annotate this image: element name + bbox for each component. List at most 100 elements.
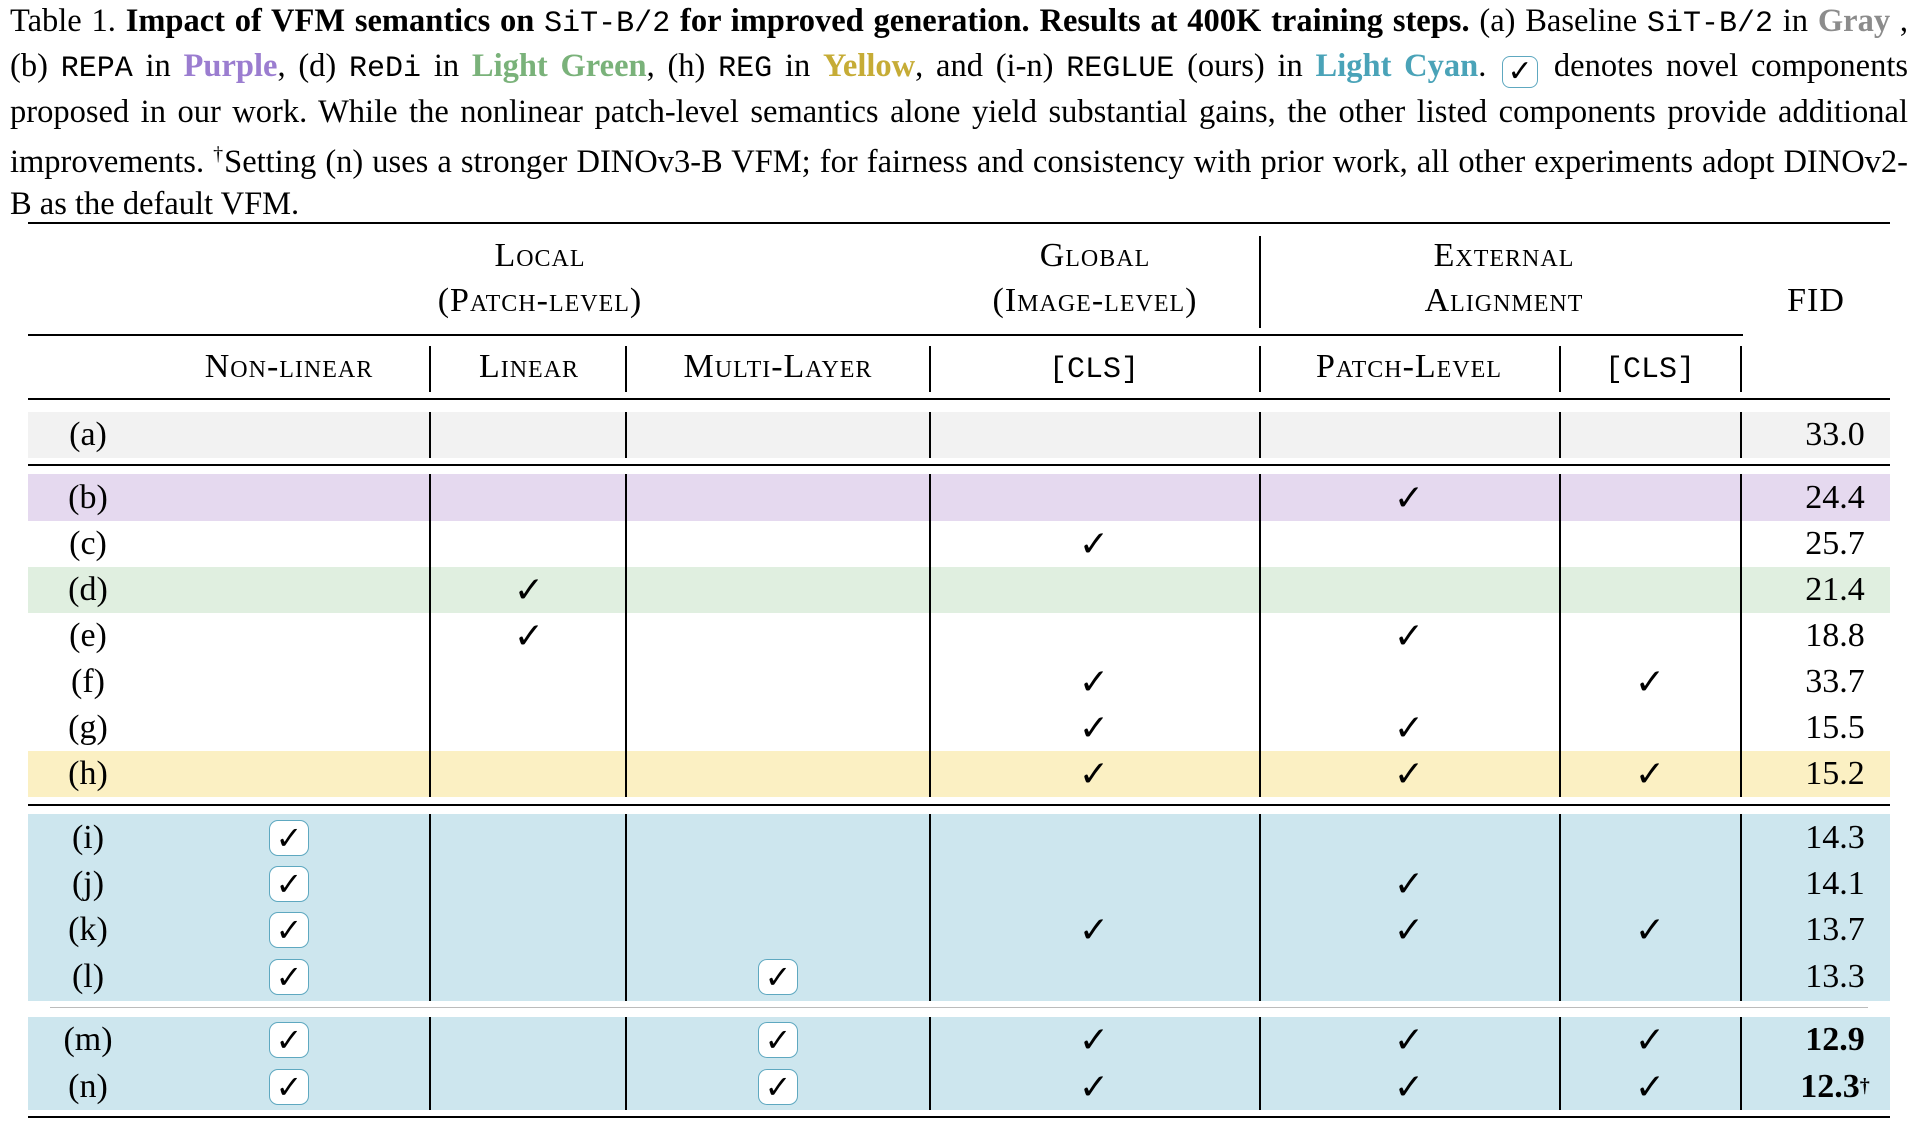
top-rule: [28, 222, 1890, 225]
column-divider: [929, 1017, 931, 1063]
caption-text: (a) Baseline: [1479, 3, 1638, 39]
column-divider: [1559, 521, 1561, 567]
column-divider: [1259, 659, 1261, 705]
column-divider: [1259, 412, 1261, 458]
column-divider: [1559, 814, 1561, 861]
check-cell: ✓: [930, 907, 1258, 953]
bottom-rule: [28, 1116, 1890, 1119]
novel-check-cell: ✓: [148, 953, 430, 1001]
check-icon: ✓: [1393, 477, 1425, 518]
row-label: (j): [71, 865, 105, 902]
caption-bold-2: for improved generation. Results at 400K…: [680, 3, 1470, 39]
check-icon: ✓: [1078, 1066, 1110, 1107]
column-divider: [1259, 861, 1261, 907]
caption-text: .: [1478, 48, 1487, 85]
check-icon: ✓: [1393, 864, 1425, 904]
header-external: External Alignment: [1260, 233, 1748, 323]
header-local: Local (Patch-level): [350, 233, 730, 323]
row-label: (f): [71, 663, 105, 700]
caption-model-name: SiT-B/2: [1646, 7, 1773, 41]
column-divider: [1259, 907, 1261, 953]
fid-value: 25.7: [1805, 525, 1865, 562]
column-divider: [1740, 1063, 1742, 1110]
novel-check-cell: ✓: [148, 1017, 430, 1063]
check-cell: ✓: [1260, 1017, 1558, 1063]
table-row: (c) ✓ 25.7: [28, 521, 1890, 567]
table-row: (d) ✓ 21.4: [28, 567, 1890, 613]
novel-check-cell: ✓: [628, 953, 928, 1001]
column-divider: [1559, 861, 1561, 907]
column-divider: [929, 659, 931, 705]
header-cls-global-text: [CLS]: [1048, 353, 1139, 387]
header-global-line2: (Image-level): [992, 282, 1198, 319]
check-cell: ✓: [432, 613, 626, 659]
check-icon: ✓: [1393, 1020, 1425, 1060]
column-divider: [625, 412, 627, 458]
table-row: (j) ✓ ✓ 14.1: [28, 861, 1890, 907]
column-divider: [929, 474, 931, 521]
subheader-divider: [429, 346, 431, 392]
header-global-line1: Global: [1039, 237, 1151, 274]
boxed-check-icon: ✓: [269, 866, 309, 902]
column-divider: [929, 412, 931, 458]
check-icon: ✓: [1634, 910, 1666, 950]
check-cell: ✓: [930, 751, 1258, 797]
check-cell: ✓: [1560, 1017, 1740, 1063]
check-icon: ✓: [1393, 910, 1425, 950]
boxed-check-icon: ✓: [269, 1022, 309, 1058]
column-divider: [1559, 659, 1561, 705]
check-cell: ✓: [1260, 705, 1558, 751]
column-divider: [1259, 613, 1261, 659]
caption-text: , (h): [646, 48, 706, 85]
table-row: (b) ✓ 24.4: [28, 474, 1890, 521]
column-divider: [1559, 613, 1561, 659]
caption-text: in: [1782, 3, 1809, 39]
group-rule: [28, 464, 1890, 467]
column-divider: [1259, 567, 1261, 613]
check-cell: ✓: [930, 705, 1258, 751]
row-label: (k): [68, 911, 108, 948]
column-divider: [429, 861, 431, 907]
header-external-line2: Alignment: [1424, 282, 1584, 319]
row-label: (l): [71, 958, 105, 995]
column-divider: [625, 613, 627, 659]
check-icon: ✓: [1393, 616, 1425, 656]
novel-check-cell: ✓: [148, 907, 430, 953]
check-cell: ✓: [1260, 474, 1558, 521]
table-row: (k) ✓ ✓ ✓ ✓ 13.7: [28, 907, 1890, 953]
boxed-check-icon: ✓: [269, 1068, 309, 1105]
check-cell: ✓: [1560, 751, 1740, 797]
boxed-check-icon: ✓: [269, 819, 309, 856]
header-bottom-rule: [28, 398, 1890, 400]
check-cell: ✓: [930, 1063, 1258, 1110]
fid-value: 21.4: [1805, 571, 1865, 608]
novel-check-cell: ✓: [148, 1063, 430, 1110]
header-linear: Linear: [478, 348, 580, 385]
column-divider: [429, 953, 431, 1001]
header-patch-level: Patch-Level: [1316, 348, 1502, 385]
column-divider: [929, 814, 931, 861]
caption-cyan: Light Cyan: [1315, 48, 1479, 85]
check-cell: ✓: [1560, 907, 1740, 953]
caption-text: , (d): [277, 48, 337, 85]
column-divider: [429, 659, 431, 705]
column-divider: [625, 705, 627, 751]
table-caption: Table 1. Impact of VFM semantics on SiT-…: [10, 0, 1908, 225]
row-label: (g): [68, 709, 108, 746]
caption-purple: Purple: [183, 48, 278, 85]
header-cls-global: [CLS]: [930, 344, 1258, 393]
column-divider: [1740, 613, 1742, 659]
check-cell: ✓: [1260, 751, 1558, 797]
dagger-mark: †: [1859, 1075, 1870, 1097]
check-icon: ✓: [513, 570, 545, 610]
subheader-divider: [625, 346, 627, 392]
column-divider: [1740, 705, 1742, 751]
caption-yellow: Yellow: [823, 48, 916, 85]
novel-check-cell: ✓: [148, 814, 430, 861]
header-nonlinear: Non-linear: [204, 348, 374, 385]
column-divider: [1559, 1063, 1561, 1110]
column-divider: [429, 751, 431, 797]
column-divider: [1259, 521, 1261, 567]
boxed-check-icon: ✓: [269, 959, 309, 995]
novel-check-cell: ✓: [628, 1017, 928, 1063]
